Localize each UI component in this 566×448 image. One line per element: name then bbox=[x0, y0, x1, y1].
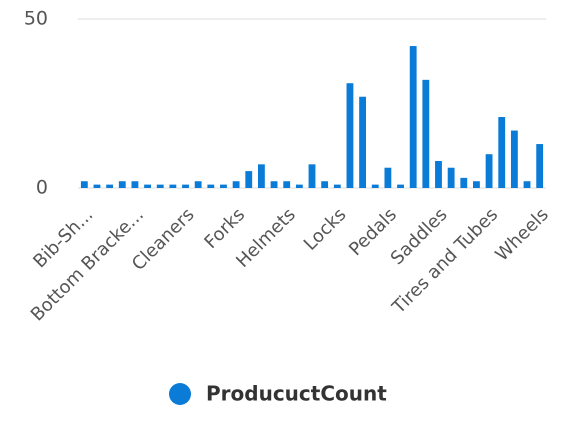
bar bbox=[220, 184, 227, 188]
bar bbox=[106, 184, 114, 188]
x-tick-label: Forks bbox=[200, 204, 249, 253]
bar bbox=[371, 184, 379, 188]
x-tick-label: Wheels bbox=[491, 204, 552, 265]
bar bbox=[397, 184, 404, 188]
bar bbox=[283, 181, 291, 188]
bar bbox=[245, 171, 253, 188]
bar bbox=[270, 181, 278, 188]
bar bbox=[422, 79, 430, 188]
bar bbox=[523, 181, 531, 188]
bar bbox=[182, 184, 189, 188]
bar bbox=[194, 181, 202, 188]
bar bbox=[131, 181, 139, 188]
bar bbox=[346, 83, 354, 188]
bar bbox=[485, 154, 493, 188]
bar bbox=[359, 96, 367, 188]
legend-label: ProducuctCount bbox=[206, 382, 387, 406]
bar bbox=[232, 181, 240, 188]
bar bbox=[510, 130, 518, 188]
bar bbox=[447, 167, 455, 188]
legend-item: ProducuctCount bbox=[169, 382, 387, 406]
bar bbox=[409, 46, 417, 188]
bar bbox=[384, 167, 392, 188]
y-tick-label: 50 bbox=[24, 8, 48, 30]
bar bbox=[473, 181, 480, 188]
bar bbox=[156, 184, 164, 188]
legend-swatch bbox=[169, 383, 191, 405]
bar bbox=[207, 184, 215, 188]
bar bbox=[460, 177, 468, 188]
bar bbox=[118, 181, 126, 188]
bar bbox=[295, 184, 303, 188]
bar bbox=[435, 160, 442, 188]
y-tick-label: 0 bbox=[36, 177, 48, 199]
bar bbox=[333, 184, 341, 188]
bar bbox=[144, 184, 151, 188]
bar bbox=[536, 144, 544, 188]
bar bbox=[498, 117, 506, 188]
bar bbox=[257, 164, 265, 188]
bar bbox=[93, 184, 101, 188]
bar bbox=[321, 181, 329, 188]
x-tick-label: Locks bbox=[300, 204, 351, 255]
bar bbox=[169, 184, 177, 188]
bar bbox=[80, 181, 88, 188]
bar bbox=[308, 164, 316, 188]
